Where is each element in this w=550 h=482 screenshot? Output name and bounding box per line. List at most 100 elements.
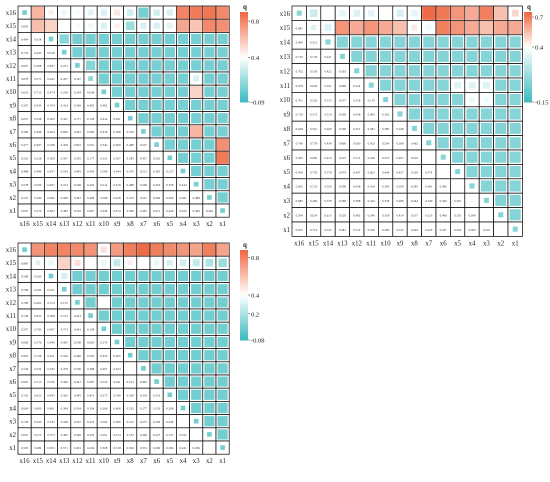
legend-gradient-step — [240, 30, 248, 33]
cell-value-label: 0.621 — [34, 393, 42, 397]
cell-value-label: 0.414 — [368, 185, 376, 189]
cell-value-label: 0.509 — [47, 156, 55, 160]
heatmap-mark — [72, 270, 83, 282]
heatmap-mark — [177, 350, 189, 361]
cell-value-label: 0.366 — [100, 407, 108, 411]
heatmap-mark — [31, 243, 44, 256]
heatmap-mark — [164, 284, 175, 295]
cell-value-label: 0.527 — [47, 288, 55, 292]
heatmap-mark — [494, 6, 508, 20]
heatmap-mark — [151, 270, 162, 282]
heatmap-mark — [454, 81, 461, 89]
cell-value-label: 0.422 — [47, 77, 55, 81]
legend-tick-label: -0.08 — [251, 338, 265, 345]
heatmap-mark — [480, 166, 492, 178]
heatmap-mark — [138, 7, 149, 18]
cell-value-label: 0.138 — [87, 327, 95, 331]
cell-value-label: 0.331 — [100, 156, 108, 160]
heatmap-mark — [216, 151, 229, 164]
cell-value-label: 0.488 — [127, 183, 135, 187]
heatmap-mark — [480, 137, 492, 149]
cell-value-label: 0.883 — [21, 261, 29, 265]
legend-gradient-step — [240, 277, 248, 280]
legend-gradient-step — [240, 81, 248, 85]
heatmap-mark — [378, 20, 393, 35]
heatmap-mark — [141, 260, 146, 266]
cell-value-label: 0.595 — [296, 156, 304, 160]
cell-value-label: 0.446 — [47, 341, 55, 345]
heatmap-mark — [204, 376, 215, 387]
cell-value-label: 0.572 — [310, 113, 318, 117]
heatmap-mark — [437, 108, 449, 120]
cell-value-label: 0.695 — [21, 380, 29, 384]
heatmap-mark — [191, 284, 202, 295]
heatmap-mark — [61, 9, 67, 16]
heatmap-mark — [440, 154, 446, 160]
cell-value-label: 0.297 — [74, 420, 82, 424]
legend-gradient-step — [240, 295, 248, 298]
heatmap-mark — [164, 139, 175, 150]
heatmap-mark — [324, 24, 332, 31]
heatmap-mark — [114, 339, 120, 345]
cell-value-label: 0.533 — [127, 433, 135, 437]
cell-value-label: 0.393 — [382, 185, 390, 189]
cell-value-label: 0.505 — [74, 156, 82, 160]
heatmap-mark — [217, 429, 228, 440]
heatmap-mark — [138, 270, 149, 282]
cell-value-label: 0.369 — [339, 199, 347, 203]
heatmap-mark — [452, 36, 464, 48]
heatmap-mark — [204, 152, 215, 163]
cell-value-label: 0.719 — [296, 55, 304, 59]
heatmap-mark — [154, 379, 159, 384]
heatmap-mark — [44, 243, 58, 256]
col-label: x12 — [72, 458, 83, 465]
cell-value-label: 0.569 — [87, 130, 95, 134]
heatmap-mark — [72, 47, 83, 58]
legend-gradient-step — [240, 272, 248, 276]
heatmap-mark — [217, 336, 228, 348]
cell-value-label: 0.445 — [425, 228, 433, 232]
cell-value-label: 0.368 — [34, 64, 42, 68]
cell-value-label: 0.529 — [339, 214, 347, 218]
heatmap-mark — [483, 81, 490, 89]
col-label: x3 — [193, 458, 200, 465]
heatmap-mark — [151, 297, 162, 308]
heatmap-mark — [509, 209, 521, 221]
heatmap-mark — [191, 323, 202, 334]
legend-gradient-step — [240, 299, 248, 303]
cell-value-label: 0.645 — [34, 51, 42, 55]
cell-value-label: 0.236 — [47, 380, 55, 384]
cell-value-label: 0.607 — [21, 209, 29, 213]
cell-value-label: 0.233 — [153, 393, 161, 397]
cell-value-label: 0.667 — [21, 433, 29, 437]
heatmap-mark — [217, 86, 228, 97]
cell-value-label: 0.508 — [74, 341, 82, 345]
cell-value-label: 0.520 — [310, 98, 318, 102]
col-label: x16 — [19, 221, 30, 228]
heatmap-mark — [204, 126, 215, 137]
heatmap-mark — [216, 6, 229, 19]
row-label: x10 — [6, 326, 17, 333]
legend-top-right: q 0.7 0.4 -0.15 — [524, 3, 549, 107]
heatmap-mark — [191, 139, 202, 150]
cell-value-label: 0.422 — [411, 228, 419, 232]
heatmap-mark — [203, 6, 216, 19]
legend-tick-label: 0.8 — [251, 255, 259, 262]
heatmap-mark — [111, 270, 123, 282]
legend-gradient-step — [240, 97, 248, 101]
heatmap-mark — [125, 99, 136, 111]
cell-value-label: 0.380 — [382, 127, 390, 131]
heatmap-mark — [217, 284, 228, 295]
cell-value-label: 0.385 — [153, 170, 161, 174]
cell-value-label: 0.618 — [34, 38, 42, 42]
heatmap-mark — [408, 79, 420, 91]
cell-value-label: 0.663 — [21, 354, 29, 358]
legend-gradient-step — [524, 59, 532, 62]
cell-value-label: 0.719 — [310, 228, 318, 232]
cell-value-label: 0.778 — [310, 142, 318, 146]
col-label: x16 — [19, 458, 30, 465]
heatmap-mark — [176, 243, 190, 256]
heatmap-mark — [177, 113, 189, 124]
legend-tick-label: 0.4 — [251, 293, 260, 300]
cell-value-label: 0.418 — [100, 130, 108, 134]
